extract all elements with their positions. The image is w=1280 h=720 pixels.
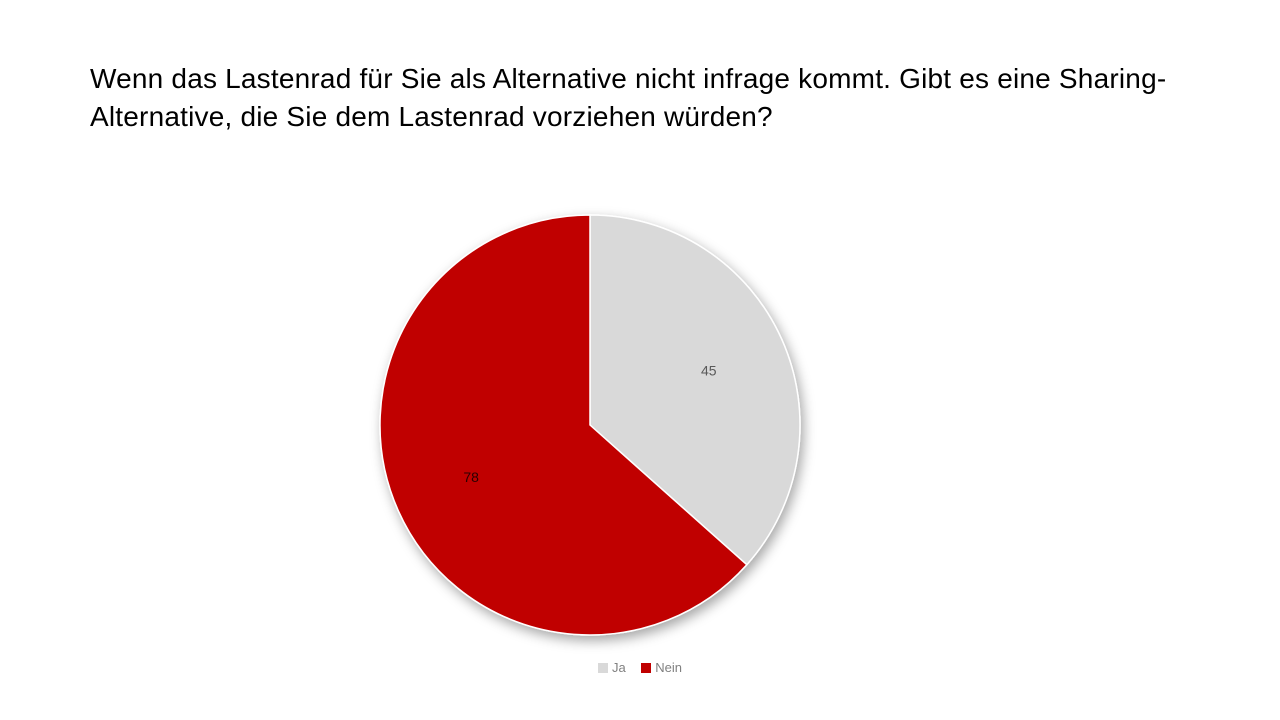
legend-swatch-nein	[641, 663, 651, 673]
pie-slice-value-ja: 45	[701, 362, 717, 378]
chart-title: Wenn das Lastenrad für Sie als Alternati…	[90, 60, 1190, 136]
legend: Ja Nein	[0, 660, 1280, 676]
legend-label-ja: Ja	[612, 660, 626, 675]
legend-swatch-ja	[598, 663, 608, 673]
legend-item-nein: Nein	[641, 660, 682, 675]
pie-slice-value-nein: 78	[463, 469, 479, 485]
pie-chart: 45 78	[360, 195, 820, 655]
legend-label-nein: Nein	[655, 660, 682, 675]
page: Wenn das Lastenrad für Sie als Alternati…	[0, 0, 1280, 720]
legend-item-ja: Ja	[598, 660, 626, 675]
